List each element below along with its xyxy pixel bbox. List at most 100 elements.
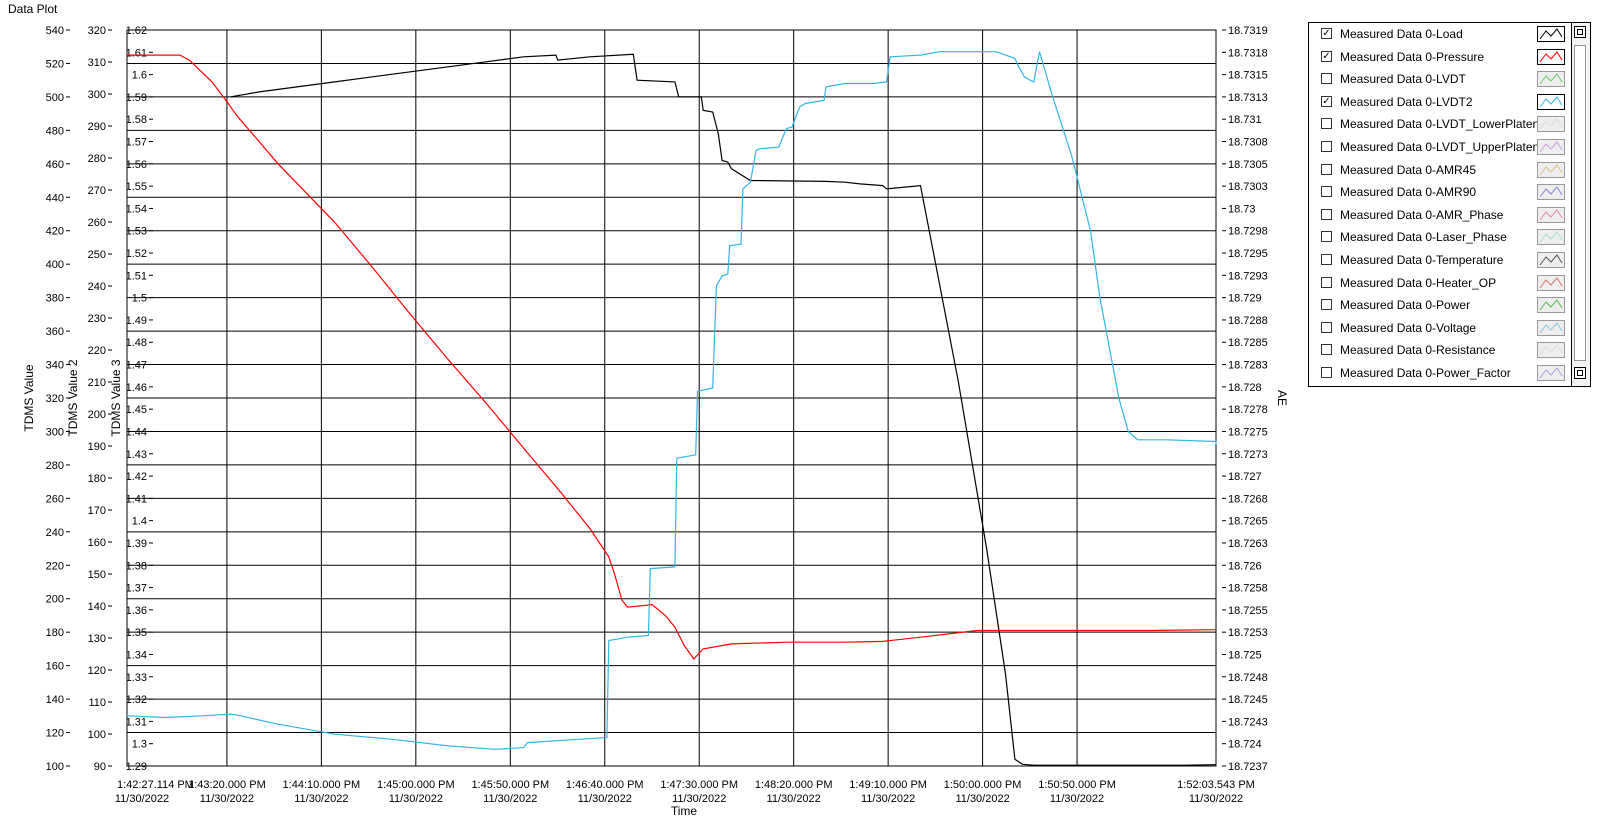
legend-item[interactable]: ✓ Measured Data 0-Pressure (1309, 47, 1569, 69)
line-style-icon (1539, 118, 1563, 130)
x-tick-date: 11/30/2022 (1189, 793, 1243, 805)
legend-checkbox[interactable] (1321, 254, 1332, 265)
y-tick-label: 200 (88, 409, 106, 421)
legend-swatch[interactable] (1537, 26, 1565, 42)
y-tick-label: 1.37 (126, 583, 147, 595)
legend-item[interactable]: Measured Data 0-LVDT_UpperPlaten (1309, 137, 1569, 159)
legend-swatch[interactable] (1537, 184, 1565, 201)
legend-label: Measured Data 0-Heater_OP (1340, 275, 1497, 290)
y-tick-label: 18.73 (1228, 203, 1256, 215)
y-tick-label: 160 (88, 537, 106, 549)
window-title: Data Plot (8, 2, 58, 16)
legend-swatch[interactable] (1537, 48, 1565, 65)
legend-scrollbar[interactable] (1571, 23, 1590, 386)
legend-swatch[interactable] (1537, 116, 1565, 133)
plot-legend[interactable]: ✓ Measured Data 0-Load ✓ Measured Data 0-Pr… (1308, 22, 1591, 387)
y4-tick-labels: 18.7319 18.7318 18.7315 18.7313 18.731 18.730… (1222, 25, 1268, 773)
legend-item[interactable]: Measured Data 0-AMR90 (1309, 182, 1569, 204)
legend-swatch[interactable] (1537, 93, 1565, 110)
legend-checkbox[interactable] (1321, 163, 1332, 175)
y-tick-label: 1.53 (126, 226, 147, 238)
legend-item[interactable]: ✓ Measured Data 0-LVDT2 (1309, 92, 1569, 114)
legend-checkbox[interactable] (1321, 208, 1332, 220)
legend-checkbox[interactable] (1321, 118, 1332, 130)
y-tick-label: 1.46 (126, 382, 147, 394)
y-tick-label: 18.7278 (1228, 404, 1268, 416)
y-tick-label: 270 (88, 185, 106, 197)
legend-checkbox[interactable] (1321, 73, 1332, 85)
y-tick-label: 290 (88, 121, 106, 133)
y-tick-label: 220 (46, 560, 64, 572)
legend-swatch[interactable] (1537, 297, 1565, 314)
y-tick-label: 140 (46, 694, 64, 706)
x-tick-time: 1:45:50.000 PM (471, 779, 549, 791)
legend-checkbox[interactable]: ✓ (1321, 50, 1332, 62)
legend-item[interactable]: Measured Data 0-Power_Factor (1309, 363, 1569, 385)
y-tick-label: 18.731 (1228, 114, 1262, 126)
y-tick-label: 150 (88, 569, 106, 581)
y-tick-label: 1.54 (126, 203, 147, 215)
y-tick-label: 180 (88, 473, 106, 485)
legend-label: Measured Data 0-LVDT_LowerPlaten (1340, 117, 1540, 132)
y-tick-label: 18.7273 (1228, 449, 1268, 461)
x-tick-time: 1:42:27.114 PM (117, 779, 194, 791)
legend-item[interactable]: Measured Data 0-Heater_OP (1309, 273, 1569, 295)
legend-item[interactable]: Measured Data 0-AMR45 (1309, 160, 1569, 182)
legend-swatch[interactable] (1537, 229, 1565, 246)
legend-checkbox[interactable] (1321, 186, 1332, 198)
legend-swatch[interactable] (1537, 274, 1565, 291)
legend-label: Measured Data 0-AMR_Phase (1340, 207, 1504, 222)
legend-item[interactable]: Measured Data 0-LVDT (1309, 69, 1569, 91)
y-tick-label: 1.29 (126, 761, 147, 773)
y-tick-label: 1.47 (126, 360, 147, 372)
legend-swatch[interactable] (1537, 71, 1565, 88)
y-tick-label: 1.59 (126, 92, 147, 104)
y-tick-label: 1.6 (132, 70, 147, 82)
legend-swatch[interactable] (1537, 342, 1565, 359)
legend-checkbox[interactable] (1321, 276, 1332, 288)
legend-item[interactable]: Measured Data 0-Resistance (1309, 340, 1569, 362)
legend-swatch[interactable] (1537, 206, 1565, 223)
legend-swatch[interactable] (1537, 252, 1565, 268)
x-tick-date: 11/30/2022 (1050, 793, 1104, 805)
legend-swatch[interactable] (1537, 365, 1565, 381)
legend-swatch[interactable] (1537, 319, 1565, 336)
scroll-up-button[interactable] (1574, 26, 1586, 38)
legend-checkbox[interactable] (1321, 344, 1332, 356)
legend-checkbox[interactable] (1321, 367, 1332, 378)
y-tick-label: 1.45 (126, 404, 147, 416)
legend-swatch[interactable] (1537, 139, 1565, 155)
x-tick-time: 1:45:00.000 PM (377, 779, 455, 791)
legend-checkbox[interactable] (1321, 299, 1332, 311)
y-tick-label: 1.52 (126, 248, 147, 260)
legend-item[interactable]: Measured Data 0-Power (1309, 295, 1569, 317)
y-tick-label: 18.7275 (1228, 426, 1268, 438)
legend-label: Measured Data 0-Laser_Phase (1340, 230, 1507, 245)
line-style-icon (1539, 50, 1563, 62)
legend-item[interactable]: ✓ Measured Data 0-Load (1309, 24, 1569, 46)
legend-checkbox[interactable] (1321, 321, 1332, 333)
y-tick-label: 100 (46, 761, 64, 773)
y-tick-label: 310 (88, 57, 106, 69)
legend-checkbox[interactable] (1321, 231, 1332, 243)
legend-item[interactable]: Measured Data 0-AMR_Phase (1309, 205, 1569, 227)
legend-swatch[interactable] (1537, 161, 1565, 178)
y-tick-label: 280 (46, 460, 64, 472)
scroll-down-button[interactable] (1574, 367, 1586, 379)
legend-item[interactable]: Measured Data 0-LVDT_LowerPlaten (1309, 114, 1569, 136)
legend-checkbox[interactable]: ✓ (1321, 95, 1332, 107)
line-style-icon (1539, 73, 1563, 85)
y-tick-label: 1.32 (126, 694, 147, 706)
y-tick-label: 1.35 (126, 627, 147, 639)
legend-item[interactable]: Measured Data 0-Temperature (1309, 250, 1569, 272)
legend-checkbox[interactable]: ✓ (1321, 28, 1332, 39)
legend-checkbox[interactable] (1321, 141, 1332, 152)
legend-item[interactable]: Measured Data 0-Voltage (1309, 318, 1569, 340)
line-style-icon (1539, 28, 1563, 40)
legend-item[interactable]: Measured Data 0-Laser_Phase (1309, 227, 1569, 249)
scroll-thumb[interactable] (1574, 45, 1586, 361)
y-tick-label: 18.7303 (1228, 181, 1268, 193)
y-tick-label: 440 (46, 192, 64, 204)
line-style-icon (1539, 231, 1563, 243)
